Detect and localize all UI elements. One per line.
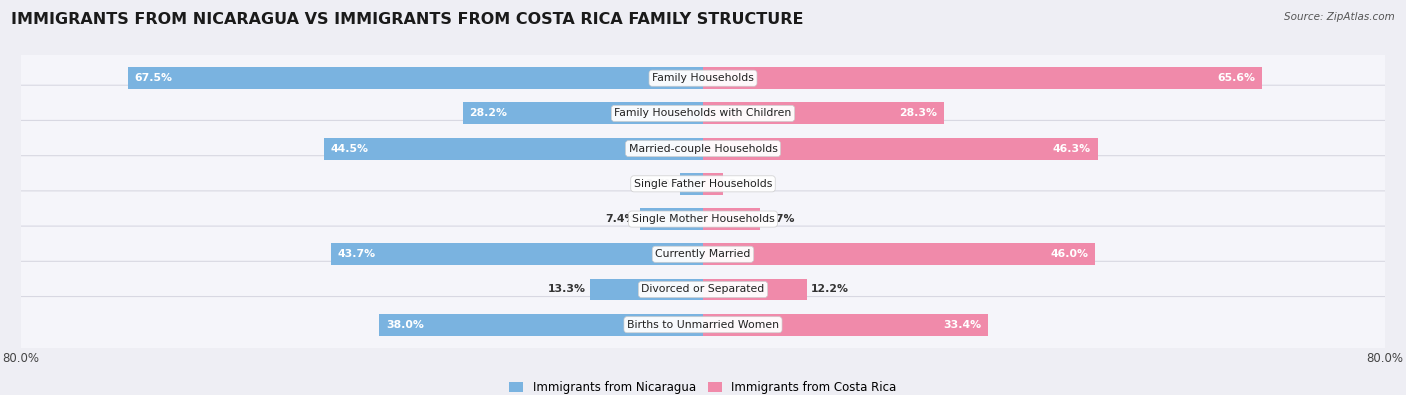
Bar [703,208,761,230]
Text: IMMIGRANTS FROM NICARAGUA VS IMMIGRANTS FROM COSTA RICA FAMILY STRUCTURE: IMMIGRANTS FROM NICARAGUA VS IMMIGRANTS … [11,12,804,27]
Text: 2.4%: 2.4% [728,179,758,189]
Bar [703,173,724,195]
Text: Married-couple Households: Married-couple Households [628,144,778,154]
Bar [463,102,703,124]
Bar [703,243,1095,265]
Text: Currently Married: Currently Married [655,249,751,259]
Text: Births to Unmarried Women: Births to Unmarried Women [627,320,779,330]
Text: 67.5%: 67.5% [135,73,173,83]
Text: 44.5%: 44.5% [330,144,368,154]
Text: Family Households: Family Households [652,73,754,83]
Text: Family Households with Children: Family Households with Children [614,108,792,118]
Bar [380,314,703,336]
Text: 43.7%: 43.7% [337,249,375,259]
Bar [128,67,703,89]
Bar [323,138,703,160]
Text: Single Father Households: Single Father Households [634,179,772,189]
Text: 12.2%: 12.2% [811,284,849,295]
Text: 33.4%: 33.4% [943,320,981,330]
FancyBboxPatch shape [14,191,1392,247]
Legend: Immigrants from Nicaragua, Immigrants from Costa Rica: Immigrants from Nicaragua, Immigrants fr… [509,381,897,394]
Bar [703,278,807,301]
Text: 38.0%: 38.0% [385,320,423,330]
Text: Source: ZipAtlas.com: Source: ZipAtlas.com [1284,12,1395,22]
Bar [640,208,703,230]
FancyBboxPatch shape [14,156,1392,212]
Bar [681,173,703,195]
Bar [589,278,703,301]
Bar [703,314,987,336]
FancyBboxPatch shape [14,50,1392,106]
Text: 46.0%: 46.0% [1050,249,1088,259]
Text: 7.4%: 7.4% [605,214,636,224]
Text: Single Mother Households: Single Mother Households [631,214,775,224]
Bar [330,243,703,265]
Text: 6.7%: 6.7% [765,214,794,224]
FancyBboxPatch shape [14,226,1392,282]
FancyBboxPatch shape [14,85,1392,141]
FancyBboxPatch shape [14,120,1392,177]
Bar [703,138,1098,160]
Text: 28.3%: 28.3% [900,108,938,118]
Text: 46.3%: 46.3% [1053,144,1091,154]
FancyBboxPatch shape [14,261,1392,318]
Text: 65.6%: 65.6% [1218,73,1256,83]
Bar [703,102,945,124]
Text: 2.7%: 2.7% [645,179,676,189]
Text: 13.3%: 13.3% [547,284,585,295]
Bar [703,67,1263,89]
FancyBboxPatch shape [14,297,1392,353]
Text: 28.2%: 28.2% [470,108,508,118]
Text: Divorced or Separated: Divorced or Separated [641,284,765,295]
